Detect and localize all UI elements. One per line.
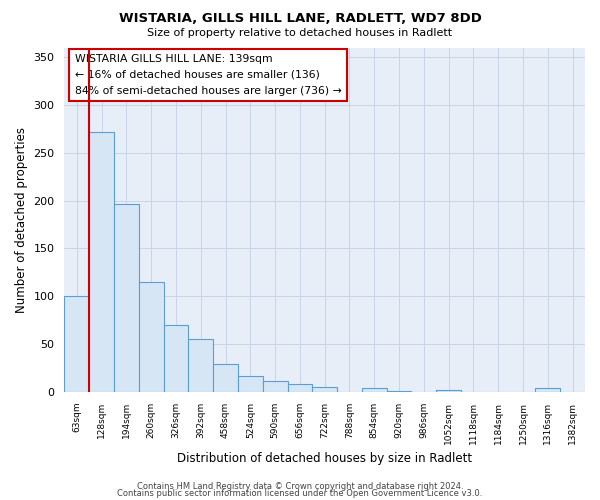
Text: Size of property relative to detached houses in Radlett: Size of property relative to detached ho… [148, 28, 452, 38]
Text: WISTARIA GILLS HILL LANE: 139sqm
← 16% of detached houses are smaller (136)
84% : WISTARIA GILLS HILL LANE: 139sqm ← 16% o… [75, 54, 341, 96]
Bar [139, 282, 164, 392]
Bar [362, 388, 386, 392]
X-axis label: Distribution of detached houses by size in Radlett: Distribution of detached houses by size … [177, 452, 472, 465]
Bar [164, 325, 188, 392]
Y-axis label: Number of detached properties: Number of detached properties [15, 126, 28, 312]
Bar [287, 384, 313, 392]
Text: Contains HM Land Registry data © Crown copyright and database right 2024.: Contains HM Land Registry data © Crown c… [137, 482, 463, 491]
Bar [263, 382, 287, 392]
Bar [89, 132, 114, 392]
Bar [64, 296, 89, 392]
Bar [436, 390, 461, 392]
Bar [114, 204, 139, 392]
Bar [188, 339, 213, 392]
Bar [535, 388, 560, 392]
Bar [213, 364, 238, 392]
Text: WISTARIA, GILLS HILL LANE, RADLETT, WD7 8DD: WISTARIA, GILLS HILL LANE, RADLETT, WD7 … [119, 12, 481, 26]
Text: Contains public sector information licensed under the Open Government Licence v3: Contains public sector information licen… [118, 490, 482, 498]
Bar [238, 376, 263, 392]
Bar [386, 391, 412, 392]
Bar [313, 387, 337, 392]
